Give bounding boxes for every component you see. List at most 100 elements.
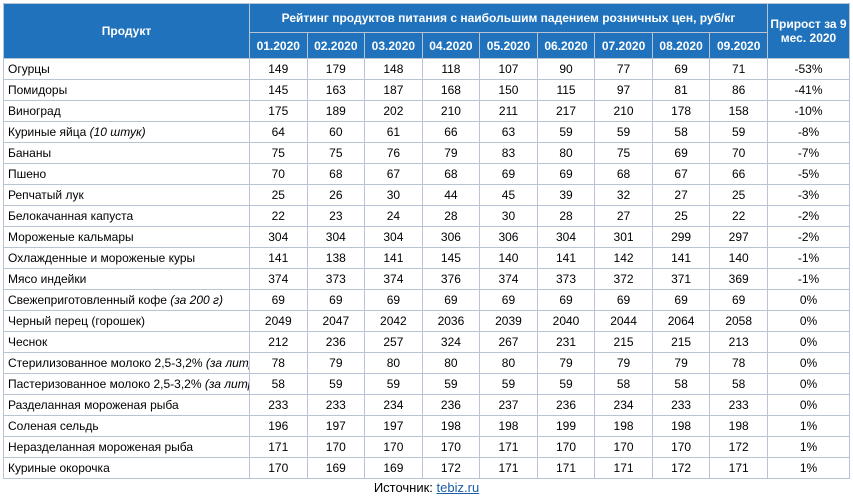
price-cell: 189 [306, 100, 366, 122]
price-cell: 28 [421, 205, 481, 227]
growth-cell: -1% [767, 268, 850, 290]
price-cell: 70 [709, 142, 768, 164]
table-row: Черный перец (горошек) 2049 2047 2042 2036 20… [3, 310, 850, 332]
product-name: Виноград [8, 104, 61, 118]
table-row: Стерилизованное молоко 2,5-3,2% (за литр… [3, 352, 850, 374]
price-cell: 2040 [536, 310, 596, 332]
price-cell: 22 [709, 205, 768, 227]
price-cell: 69 [306, 289, 366, 311]
price-cell: 69 [479, 289, 538, 311]
table-row: Пастеризованное молоко 2,5-3,2% (за литр… [3, 373, 850, 395]
growth-cell: -3% [767, 184, 850, 206]
price-cell: 213 [709, 331, 768, 353]
price-cell: 233 [249, 394, 308, 416]
price-cell: 158 [709, 100, 768, 122]
price-cell: 145 [249, 79, 308, 101]
price-cell: 171 [709, 457, 768, 479]
price-cell: 178 [651, 100, 711, 122]
product-name-cell: Белокачанная капуста [3, 205, 250, 227]
price-cell: 141 [249, 247, 308, 269]
price-cell: 374 [249, 268, 308, 290]
price-cell: 202 [364, 100, 423, 122]
price-cell: 58 [709, 373, 768, 395]
price-cell: 187 [364, 79, 423, 101]
price-cell: 170 [249, 457, 308, 479]
price-cell: 168 [421, 79, 481, 101]
table-row: Мороженые кальмары 304 304 304 306 306 304 301 2… [3, 226, 850, 248]
growth-cell: 1% [767, 457, 850, 479]
growth-cell: 0% [767, 310, 850, 332]
price-cell: 77 [594, 58, 653, 80]
price-cell: 236 [306, 331, 366, 353]
growth-cell: -8% [767, 121, 850, 143]
price-cell: 267 [479, 331, 538, 353]
month-header-row: 01.2020 02.2020 03.2020 04.2020 05.2020 06.20… [4, 32, 850, 59]
price-cell: 58 [651, 121, 711, 143]
product-name: Разделанная мороженая рыба [8, 398, 179, 412]
price-cell: 118 [421, 58, 481, 80]
price-cell: 25 [249, 184, 308, 206]
price-cell: 115 [536, 79, 596, 101]
source-link[interactable]: tebiz.ru [436, 480, 480, 495]
table-row: Свежеприготовленный кофе (за 200 г) 69 69 6… [3, 289, 850, 311]
price-cell: 217 [536, 100, 596, 122]
table-row: Репчатый лук 25 26 30 44 45 39 32 27 25 -3% [3, 184, 850, 206]
price-cell: 199 [536, 415, 596, 437]
price-cell: 81 [651, 79, 711, 101]
price-cell: 145 [421, 247, 481, 269]
price-cell: 373 [536, 268, 596, 290]
price-cell: 170 [651, 436, 711, 458]
table-row: Неразделанная мороженая рыба 171 170 170 170… [3, 436, 850, 458]
price-cell: 67 [364, 163, 423, 185]
price-cell: 172 [421, 457, 481, 479]
price-cell: 69 [651, 58, 711, 80]
price-cell: 44 [421, 184, 481, 206]
price-cell: 215 [651, 331, 711, 353]
title-header: Рейтинг продуктов питания с наибольшим п… [249, 3, 768, 33]
product-name: Куриные окорочка [8, 461, 110, 475]
product-name-cell: Стерилизованное молоко 2,5-3,2% (за литр… [3, 352, 250, 374]
price-cell: 79 [594, 352, 653, 374]
table-row: Чеснок 212 236 257 324 267 231 215 215 213 0% [3, 331, 850, 353]
price-cell: 211 [479, 100, 538, 122]
table-row: Бананы 75 75 76 79 83 80 75 69 70 -7% [3, 142, 850, 164]
price-cell: 27 [594, 205, 653, 227]
price-cell: 86 [709, 79, 768, 101]
price-cell: 198 [479, 415, 538, 437]
price-cell: 141 [364, 247, 423, 269]
price-cell: 22 [249, 205, 308, 227]
price-cell: 59 [536, 121, 596, 143]
price-cell: 66 [709, 163, 768, 185]
product-name: Белокачанная капуста [8, 209, 134, 223]
product-header: Продукт [3, 3, 250, 59]
growth-cell: 0% [767, 394, 850, 416]
price-cell: 75 [249, 142, 308, 164]
product-name: Неразделанная мороженая рыба [8, 440, 194, 454]
price-cell: 231 [536, 331, 596, 353]
price-cell: 68 [306, 163, 366, 185]
product-name-cell: Бананы [3, 142, 250, 164]
growth-cell: -53% [767, 58, 850, 80]
product-name-cell: Виноград [3, 100, 250, 122]
price-cell: 64 [249, 121, 308, 143]
price-cell: 172 [651, 457, 711, 479]
price-cell: 175 [249, 100, 308, 122]
product-note: (10 штук) [89, 125, 146, 139]
price-cell: 233 [306, 394, 366, 416]
price-cell: 198 [709, 415, 768, 437]
table-row: Помидоры 145 163 187 168 150 115 97 81 86 -41% [3, 79, 850, 101]
price-cell: 59 [306, 373, 366, 395]
source-line: Источник: tebiz.ru [0, 480, 853, 495]
price-cell: 59 [536, 373, 596, 395]
product-note: (за 200 г) [170, 293, 223, 307]
price-cell: 61 [364, 121, 423, 143]
product-name-cell: Черный перец (горошек) [3, 310, 250, 332]
growth-cell: -10% [767, 100, 850, 122]
price-cell: 69 [249, 289, 308, 311]
price-cell: 79 [421, 142, 481, 164]
price-cell: 301 [594, 226, 653, 248]
price-cell: 69 [651, 142, 711, 164]
price-cell: 66 [421, 121, 481, 143]
price-cell: 196 [249, 415, 308, 437]
product-name: Пастеризованное молоко 2,5-3,2% [8, 377, 205, 391]
